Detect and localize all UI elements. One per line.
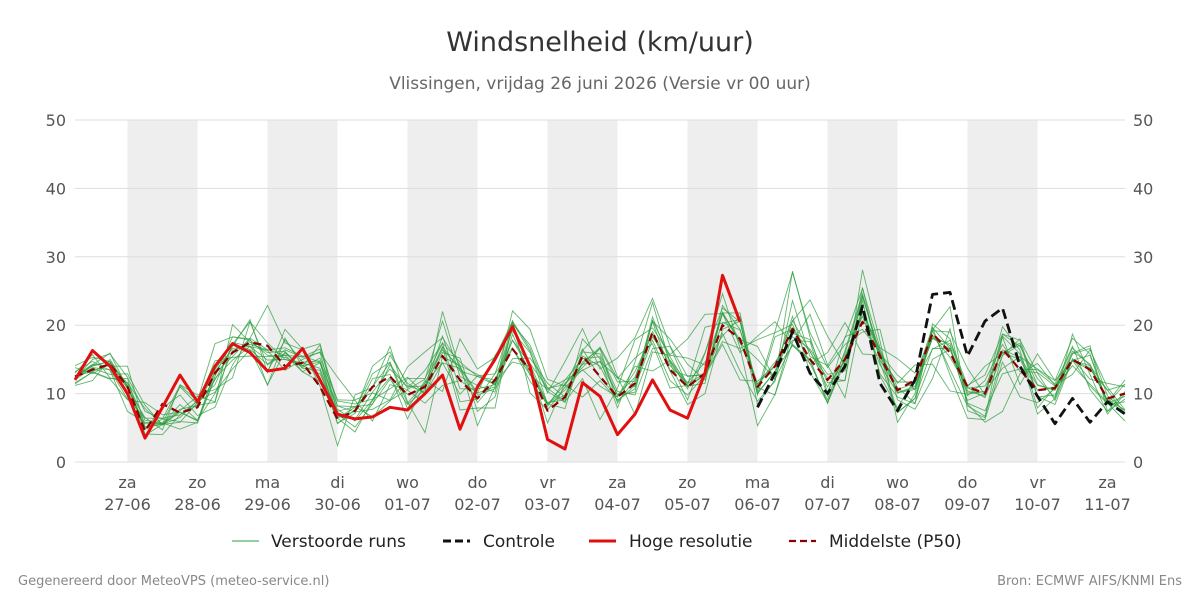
y-tick-label: 30 <box>1133 248 1153 267</box>
ensemble-run-line <box>74 294 1126 425</box>
x-tick-date: 28-06 <box>174 495 221 514</box>
y-tick-label: 50 <box>1133 111 1153 130</box>
x-tick-weekday: di <box>330 473 345 492</box>
x-tick-weekday: zo <box>188 473 206 492</box>
y-axis-left: 0 10 20 30 40 50 <box>46 111 66 472</box>
weekend-band <box>827 120 898 462</box>
footer-generated-by: Gegenereerd door MeteoVPS (meteo-service… <box>18 574 329 589</box>
weekend-band <box>547 120 618 462</box>
x-tick-weekday: za <box>1098 473 1116 492</box>
legend-label: Hoge resolutie <box>629 532 753 552</box>
weekend-bands <box>127 120 1038 462</box>
x-tick-weekday: di <box>820 473 835 492</box>
x-tick-date: 08-07 <box>874 495 921 514</box>
y-tick-label: 0 <box>56 453 66 472</box>
weekend-band <box>407 120 478 462</box>
y-tick-label: 20 <box>46 316 66 335</box>
x-tick-date: 03-07 <box>524 495 571 514</box>
x-tick-weekday: vr <box>1029 473 1045 492</box>
y-tick-label: 50 <box>46 111 66 130</box>
x-tick-weekday: za <box>118 473 136 492</box>
x-tick-date: 27-06 <box>104 495 151 514</box>
x-tick-date: 10-07 <box>1014 495 1061 514</box>
series-line-control <box>756 291 1126 426</box>
x-tick-weekday: wo <box>396 473 419 492</box>
x-tick-weekday: wo <box>886 473 909 492</box>
legend-label: Controle <box>483 532 555 552</box>
x-tick-date: 07-07 <box>804 495 851 514</box>
ensemble-run-line <box>74 292 1126 430</box>
x-tick-date: 02-07 <box>454 495 501 514</box>
main-series <box>73 273 1126 451</box>
y-tick-label: 0 <box>1133 453 1143 472</box>
chart-subtitle: Vlissingen, vrijdag 26 juni 2026 (Versie… <box>389 74 811 94</box>
y-tick-label: 10 <box>1133 385 1153 404</box>
x-tick-weekday: za <box>608 473 626 492</box>
ensemble-runs <box>74 269 1126 448</box>
x-tick-weekday: ma <box>745 473 770 492</box>
y-tick-label: 10 <box>46 385 66 404</box>
x-tick-date: 09-07 <box>944 495 991 514</box>
x-tick-date: 11-07 <box>1084 495 1131 514</box>
chart-title: Windsnelheid (km/uur) <box>446 27 754 58</box>
ensemble-run-line <box>74 304 1126 430</box>
series-line-high-res <box>73 273 742 451</box>
ensemble-run-line <box>74 270 1126 425</box>
x-tick-date: 29-06 <box>244 495 291 514</box>
x-tick-date: 04-07 <box>594 495 641 514</box>
legend-label: Middelste (P50) <box>829 532 962 552</box>
weekend-band <box>687 120 758 462</box>
weekend-band <box>967 120 1038 462</box>
x-tick-date: 30-06 <box>314 495 361 514</box>
ensemble-run-line <box>74 311 1126 428</box>
x-axis: za 27-06 zo 28-06 ma 29-06 di 30-06 wo 01-07 do 02-… <box>104 473 1131 514</box>
legend: Verstoorde runs Controle Hoge resolutie Mid… <box>232 532 962 552</box>
y-tick-label: 30 <box>46 248 66 267</box>
x-tick-weekday: do <box>468 473 488 492</box>
x-tick-weekday: ma <box>255 473 280 492</box>
y-axis-right: 0 10 20 30 40 50 <box>1133 111 1153 472</box>
x-tick-weekday: vr <box>539 473 555 492</box>
ensemble-run-line <box>74 307 1126 436</box>
ensemble-run-line <box>74 271 1126 426</box>
x-tick-weekday: do <box>958 473 978 492</box>
y-tick-label: 40 <box>1133 179 1153 198</box>
x-tick-date: 06-07 <box>734 495 781 514</box>
x-tick-date: 05-07 <box>664 495 711 514</box>
x-tick-weekday: zo <box>678 473 696 492</box>
footer-source: Bron: ECMWF AIFS/KNMI Ens <box>997 574 1182 589</box>
ensemble-run-line <box>74 269 1126 428</box>
grid-lines <box>75 119 1125 463</box>
x-tick-date: 01-07 <box>384 495 431 514</box>
y-tick-label: 20 <box>1133 316 1153 335</box>
y-tick-label: 40 <box>46 179 66 198</box>
legend-label: Verstoorde runs <box>271 532 406 552</box>
